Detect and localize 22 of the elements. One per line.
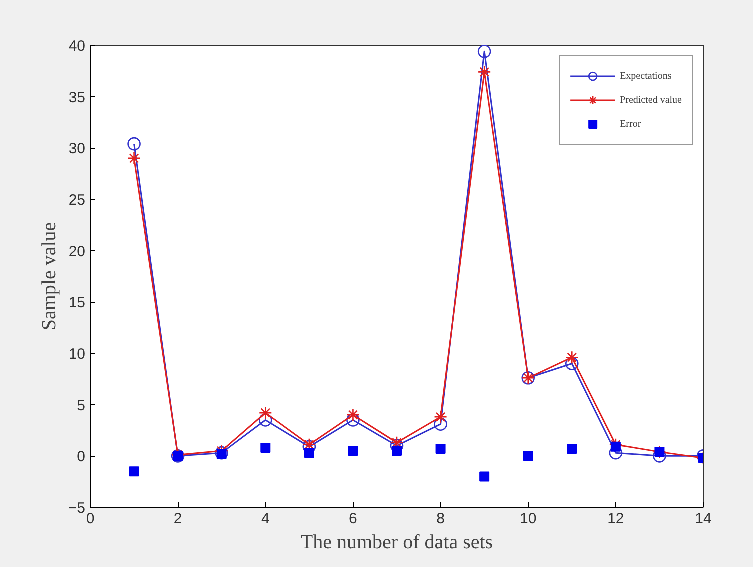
- y-tick-label: 35: [68, 89, 86, 106]
- legend-label: Predicted value: [620, 94, 682, 106]
- y-tick-label: 0: [77, 448, 86, 466]
- x-tick-label: 4: [261, 510, 270, 528]
- x-tick-label: 2: [174, 510, 182, 528]
- y-tick-label: 10: [68, 346, 86, 363]
- y-tick-label: 5: [77, 397, 86, 414]
- legend-label: Expectations: [620, 70, 672, 82]
- x-tick-label: 14: [695, 510, 712, 528]
- y-tick-label: 40: [68, 38, 86, 55]
- y-axis-title: Sample value: [38, 222, 60, 331]
- x-tick-label: 10: [520, 510, 537, 528]
- x-axis-title: The number of data sets: [300, 532, 494, 554]
- y-tick-label: 15: [68, 294, 86, 312]
- y-tick-label: 25: [68, 192, 86, 209]
- x-tick-label: 6: [349, 510, 358, 528]
- x-tick-label: 12: [608, 510, 624, 528]
- y-tick-label: −5: [68, 500, 86, 517]
- legend-label: Error: [620, 118, 642, 130]
- y-tick-label: 30: [68, 140, 86, 158]
- x-tick-label: 8: [436, 510, 445, 528]
- y-tick-label: 20: [68, 243, 86, 260]
